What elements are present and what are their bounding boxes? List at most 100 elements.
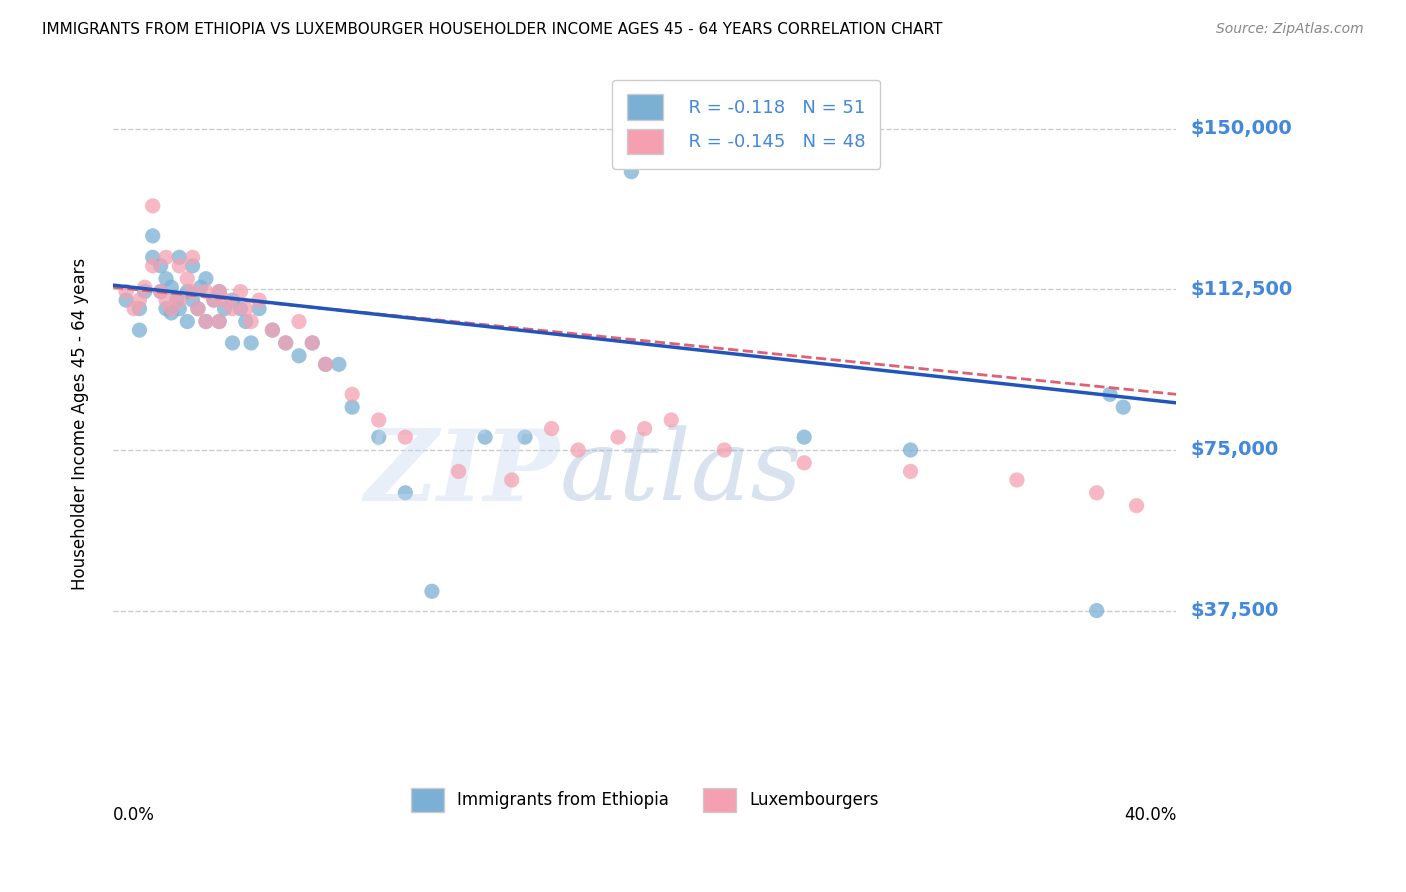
Point [229,285,252,299]
Point [474,430,496,444]
Point [367,413,389,427]
Point [166,293,188,307]
Point [620,164,643,178]
Point [181,285,204,299]
Point [149,259,172,273]
Point [134,285,156,299]
Text: 40.0%: 40.0% [1123,805,1177,824]
Point [447,464,470,478]
Point [659,413,682,427]
Point [420,584,443,599]
Point [340,400,363,414]
Point [633,421,655,435]
Point [394,485,416,500]
Point [328,357,350,371]
Point [181,259,204,273]
Point [142,259,165,273]
Point [194,314,217,328]
Point [240,335,263,350]
Point [208,285,231,299]
Point [214,293,236,307]
Point [160,301,183,316]
Point [793,456,815,470]
Point [160,306,183,320]
Point [274,335,297,350]
Point [315,357,337,371]
Point [793,430,815,444]
Point [149,285,172,299]
Point [160,280,183,294]
Point [247,301,270,316]
Point [176,314,198,328]
Point [221,335,243,350]
Point [1085,485,1108,500]
Point [187,301,209,316]
Point [1085,603,1108,617]
Point [221,301,243,316]
Point [149,285,172,299]
Point [607,430,630,444]
Text: 0.0%: 0.0% [112,805,155,824]
Point [900,442,922,457]
Point [181,250,204,264]
Point [142,199,165,213]
Point [202,293,225,307]
Point [194,285,217,299]
Point [208,314,231,328]
Point [155,293,177,307]
Point [214,301,236,316]
Point [1098,387,1121,401]
Point [367,430,389,444]
Text: $75,000: $75,000 [1191,441,1278,459]
Text: $112,500: $112,500 [1191,280,1292,299]
Point [202,293,225,307]
Point [235,314,257,328]
Point [194,271,217,285]
Point [540,421,562,435]
Point [262,323,284,337]
Point [1125,499,1147,513]
Point [134,280,156,294]
Text: $37,500: $37,500 [1191,601,1278,620]
Point [122,301,145,316]
Point [169,293,191,307]
Point [229,301,252,316]
Point [155,250,177,264]
Point [115,293,138,307]
Point [221,293,243,307]
Point [247,293,270,307]
Point [169,301,191,316]
Point [169,250,191,264]
Point [181,293,204,307]
Point [501,473,523,487]
Point [128,323,150,337]
Point [394,430,416,444]
Point [315,357,337,371]
Point [900,464,922,478]
Point [128,293,150,307]
Point [513,430,536,444]
Point [340,387,363,401]
Point [262,323,284,337]
Point [115,285,138,299]
Point [235,301,257,316]
Point [301,335,323,350]
Point [190,280,212,294]
Legend: Immigrants from Ethiopia, Luxembourgers: Immigrants from Ethiopia, Luxembourgers [404,781,886,818]
Text: atlas: atlas [560,425,803,521]
Text: ZIP: ZIP [364,425,560,521]
Point [1112,400,1135,414]
Point [288,349,311,363]
Text: $150,000: $150,000 [1191,120,1292,138]
Point [128,301,150,316]
Point [567,442,589,457]
Point [208,285,231,299]
Text: Source: ZipAtlas.com: Source: ZipAtlas.com [1216,22,1364,37]
Point [1005,473,1028,487]
Point [274,335,297,350]
Point [301,335,323,350]
Point [713,442,735,457]
Text: IMMIGRANTS FROM ETHIOPIA VS LUXEMBOURGER HOUSEHOLDER INCOME AGES 45 - 64 YEARS C: IMMIGRANTS FROM ETHIOPIA VS LUXEMBOURGER… [42,22,942,37]
Point [176,285,198,299]
Point [142,228,165,243]
